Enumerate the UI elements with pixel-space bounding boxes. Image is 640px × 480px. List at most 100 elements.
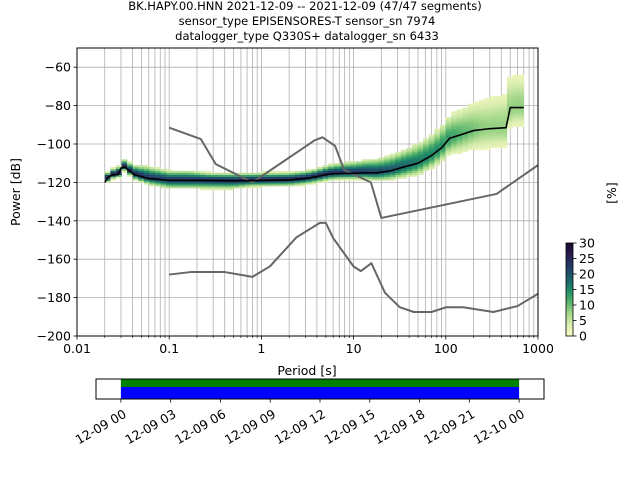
psd-bin xyxy=(462,115,469,118)
psd-bin xyxy=(171,176,178,179)
psd-bin xyxy=(149,174,156,177)
psd-bin xyxy=(166,184,173,187)
psd-bin xyxy=(467,132,474,135)
psd-bin xyxy=(361,159,368,162)
psd-bin xyxy=(490,124,497,127)
psd-bin xyxy=(361,161,368,164)
psd-bin xyxy=(322,174,329,177)
psd-bin xyxy=(389,161,396,164)
psd-bin xyxy=(439,153,446,156)
psd-bin xyxy=(171,174,178,177)
psd-bin xyxy=(305,174,312,177)
psd-bin xyxy=(406,170,413,173)
psd-bin xyxy=(423,151,430,154)
psd-bin xyxy=(199,188,206,191)
psd-bin xyxy=(495,119,502,122)
psd-bin xyxy=(495,128,502,131)
psd-bin xyxy=(428,147,435,150)
psd-bin xyxy=(143,165,150,168)
psd-bin xyxy=(361,170,368,173)
psd-bin xyxy=(467,134,474,137)
psd-bin xyxy=(372,174,379,177)
psd-bin xyxy=(210,172,217,175)
psd-bin xyxy=(138,168,145,172)
psd-bin xyxy=(372,178,379,181)
psd-bin xyxy=(411,172,418,175)
psd-bin xyxy=(473,145,480,149)
psd-bin xyxy=(266,174,273,177)
psd-bin xyxy=(166,174,173,177)
psd-bin xyxy=(495,101,502,104)
psd-bin xyxy=(467,122,474,125)
psd-bin xyxy=(490,120,497,124)
psd-bin xyxy=(406,168,413,172)
psd-bin xyxy=(305,168,312,172)
psd-bin xyxy=(400,176,407,179)
psd-bin xyxy=(473,144,480,147)
psd-bin xyxy=(417,159,424,162)
psd-bin xyxy=(490,136,497,139)
psd-bin xyxy=(104,174,111,177)
psd-bin xyxy=(512,94,519,97)
psd-bin xyxy=(518,78,525,81)
psd-bin xyxy=(423,147,430,150)
psd-bin xyxy=(155,170,161,173)
psd-bin xyxy=(506,84,513,87)
psd-bin xyxy=(261,170,268,173)
psd-bin xyxy=(127,172,133,175)
psd-bin xyxy=(266,170,273,173)
psd-bin xyxy=(451,142,457,145)
psd-bin xyxy=(417,168,424,172)
psd-bin xyxy=(244,172,251,175)
psd-bin xyxy=(138,170,145,173)
psd-bin xyxy=(121,168,128,172)
psd-bin xyxy=(495,140,502,143)
psd-bin xyxy=(473,120,480,124)
psd-bin xyxy=(300,180,307,183)
psd-bin xyxy=(166,186,173,189)
psd-bin xyxy=(484,99,491,102)
psd-bin xyxy=(395,165,402,168)
psd-bin xyxy=(350,174,357,177)
psd-bin xyxy=(188,180,195,183)
psd-bin xyxy=(479,136,485,139)
psd-bin xyxy=(490,101,497,104)
psd-bin xyxy=(244,180,251,183)
psd-bin xyxy=(210,180,217,183)
psd-bin xyxy=(205,182,212,185)
psd-bin xyxy=(138,165,145,168)
psd-bin xyxy=(127,168,133,172)
psd-bin xyxy=(149,167,156,170)
psd-bin xyxy=(473,124,480,127)
psd-bin xyxy=(462,140,469,143)
psd-bin xyxy=(411,145,418,149)
psd-bin xyxy=(495,97,502,101)
psd-bin xyxy=(283,172,290,175)
psd-bin xyxy=(300,174,307,177)
psd-bin xyxy=(501,113,508,116)
psd-bin xyxy=(233,182,240,185)
psd-bin xyxy=(451,115,457,118)
psd-bin xyxy=(305,182,312,185)
psd-bin xyxy=(484,101,491,104)
psd-bin xyxy=(372,161,379,164)
psd-bin xyxy=(255,186,262,189)
psd-bin xyxy=(333,168,340,172)
psd-bin xyxy=(512,107,519,110)
psd-bin xyxy=(490,144,497,147)
psd-bin xyxy=(182,176,189,179)
psd-bin xyxy=(518,119,525,122)
psd-bin xyxy=(518,107,525,110)
psd-bin xyxy=(506,113,513,116)
psd-bin xyxy=(490,145,497,149)
psd-bin xyxy=(244,174,251,177)
psd-bin xyxy=(155,172,161,175)
psd-bin xyxy=(506,120,513,124)
psd-bin xyxy=(462,138,469,141)
psd-bin xyxy=(294,176,301,179)
x-tick-label: 10 xyxy=(346,341,362,356)
psd-bin xyxy=(417,170,424,173)
psd-bin xyxy=(356,168,363,172)
psd-bin xyxy=(479,105,485,108)
psd-bin xyxy=(171,182,178,185)
